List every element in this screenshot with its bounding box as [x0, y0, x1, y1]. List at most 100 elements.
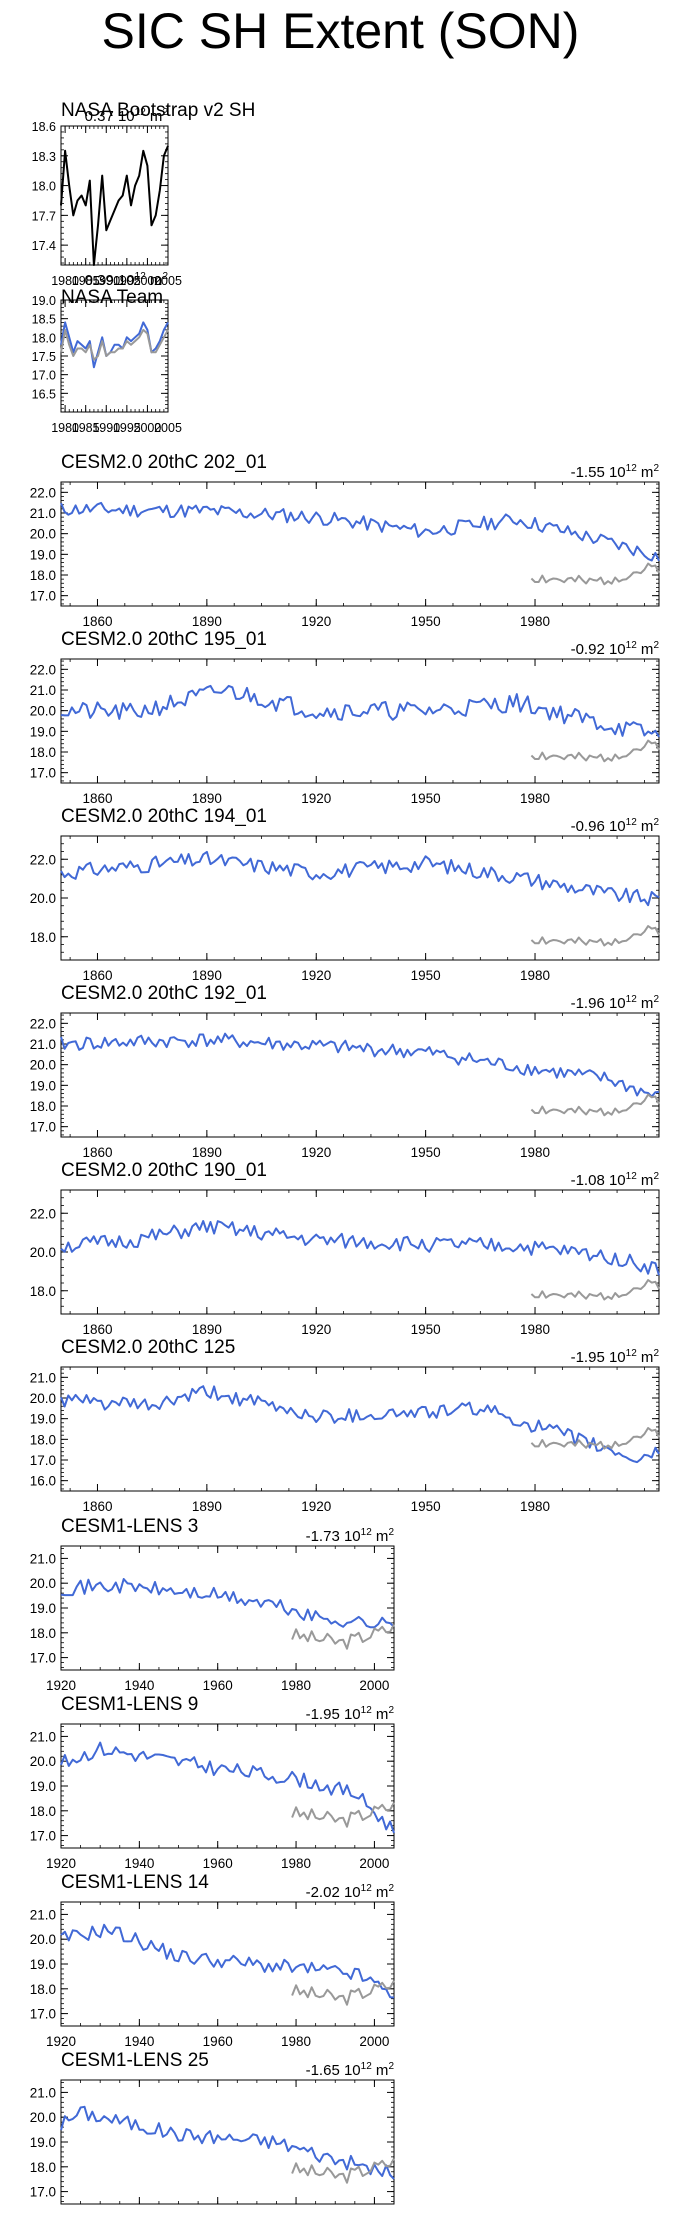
- trend-label: -0.96 1012 m2: [571, 817, 660, 835]
- x-tick-label: 1860: [82, 1499, 112, 1514]
- y-tick-label: 17.0: [30, 766, 56, 781]
- chart-title: CESM2.0 20thC 194_01: [61, 806, 267, 827]
- chart-title: CESM2.0 20thC 202_01: [61, 452, 267, 473]
- series-line-1: [60, 850, 660, 907]
- trend-label: -1.65 1012 m2: [306, 2061, 395, 2079]
- chart-title: CESM2.0 20thC 190_01: [61, 1160, 267, 1181]
- x-tick-label: 1920: [301, 791, 331, 806]
- y-tick-label: 17.0: [30, 1829, 56, 1844]
- y-tick-label: 21.0: [30, 1037, 56, 1052]
- y-tick-label: 19.0: [32, 294, 56, 308]
- trend-label: -2.02 1012 m2: [306, 1883, 395, 1901]
- x-tick-label: 1980: [520, 968, 550, 983]
- x-tick-label: 1920: [301, 1145, 331, 1160]
- series-line-1: [60, 1923, 395, 1999]
- trend-label: 0.37 1012 m2: [85, 107, 169, 125]
- y-tick-label: 17.5: [32, 350, 56, 364]
- trend-label: 0.39 1012 m2: [85, 271, 169, 289]
- series-line-1: [60, 1385, 660, 1464]
- chart-title: CESM2.0 20thC 195_01: [61, 629, 267, 650]
- x-tick-label: 1980: [51, 421, 79, 435]
- y-tick-label: 18.0: [30, 745, 56, 760]
- series-line-2: [291, 1802, 395, 1828]
- x-tick-label: 1950: [411, 1145, 441, 1160]
- x-tick-label: 1860: [82, 968, 112, 983]
- trend-label: -1.55 1012 m2: [571, 463, 660, 481]
- x-tick-label: 1980: [520, 1145, 550, 1160]
- series-line-2: [530, 1427, 660, 1450]
- trend-label: -1.73 1012 m2: [306, 1527, 395, 1545]
- y-tick-label: 21.0: [30, 1370, 56, 1385]
- plot-frame: [60, 658, 660, 784]
- series-line-1: [60, 1578, 395, 1629]
- series-line-1: [60, 145, 169, 266]
- y-tick-label: 21.0: [30, 506, 56, 521]
- y-tick-label: 19.0: [30, 1779, 56, 1794]
- series-line-1: [60, 684, 660, 738]
- x-tick-label: 1980: [520, 1322, 550, 1337]
- chart-title: CESM1-LENS 14: [61, 1872, 209, 1893]
- x-tick-label: 1890: [192, 614, 222, 629]
- x-tick-label: 1920: [301, 968, 331, 983]
- y-tick-label: 19.0: [30, 1957, 56, 1972]
- x-tick-label: 1985: [72, 274, 100, 288]
- x-tick-label: 1950: [411, 791, 441, 806]
- y-tick-label: 21.0: [30, 1907, 56, 1922]
- x-tick-label: 2005: [154, 421, 182, 435]
- x-tick-label: 2005: [154, 274, 182, 288]
- y-tick-label: 18.6: [32, 120, 56, 134]
- plot-frame: [60, 1366, 660, 1492]
- y-tick-label: 19.0: [30, 1601, 56, 1616]
- x-tick-label: 1890: [192, 1322, 222, 1337]
- x-tick-label: 2000: [134, 274, 162, 288]
- y-tick-label: 17.4: [32, 239, 56, 253]
- y-tick-label: 20.0: [30, 704, 56, 719]
- x-tick-label: 1920: [46, 1678, 76, 1693]
- y-tick-label: 18.0: [32, 331, 56, 345]
- x-tick-label: 1980: [520, 791, 550, 806]
- y-tick-label: 18.3: [32, 150, 56, 164]
- trend-label: -0.92 1012 m2: [571, 640, 660, 658]
- series-line-2: [291, 2158, 395, 2184]
- x-tick-label: 1960: [203, 1856, 233, 1871]
- x-tick-label: 1950: [411, 1322, 441, 1337]
- y-tick-label: 18.0: [30, 1099, 56, 1114]
- y-tick-label: 22.0: [30, 662, 56, 677]
- y-tick-label: 21.0: [30, 683, 56, 698]
- y-tick-label: 22.0: [30, 852, 56, 867]
- y-tick-label: 20.0: [30, 527, 56, 542]
- series-line-1: [60, 1220, 660, 1276]
- x-tick-label: 1860: [82, 614, 112, 629]
- x-tick-label: 1980: [281, 1856, 311, 1871]
- chart-title: CESM2.0 20thC 192_01: [61, 983, 267, 1004]
- y-tick-label: 18.0: [30, 1804, 56, 1819]
- series-line-2: [291, 1980, 395, 2006]
- y-tick-label: 18.0: [30, 1284, 56, 1299]
- y-tick-label: 22.0: [30, 1016, 56, 1031]
- y-tick-label: 20.0: [30, 1754, 56, 1769]
- y-tick-label: 19.0: [30, 1078, 56, 1093]
- series-line-2: [530, 925, 660, 947]
- y-tick-label: 18.0: [30, 1626, 56, 1641]
- y-tick-label: 19.0: [30, 1412, 56, 1427]
- x-tick-label: 2000: [359, 1678, 389, 1693]
- chart-title: NASA Team: [61, 287, 163, 308]
- chart-title: CESM1-LENS 25: [61, 2050, 209, 2071]
- y-tick-label: 22.0: [30, 1206, 56, 1221]
- plot-frame: [60, 1012, 660, 1138]
- series-line-2: [530, 562, 660, 586]
- y-tick-label: 19.0: [30, 2135, 56, 2150]
- x-tick-label: 1960: [203, 1678, 233, 1693]
- x-tick-label: 1950: [411, 968, 441, 983]
- y-tick-label: 18.5: [32, 313, 56, 327]
- x-tick-label: 1985: [72, 421, 100, 435]
- series-line-1: [60, 2105, 395, 2180]
